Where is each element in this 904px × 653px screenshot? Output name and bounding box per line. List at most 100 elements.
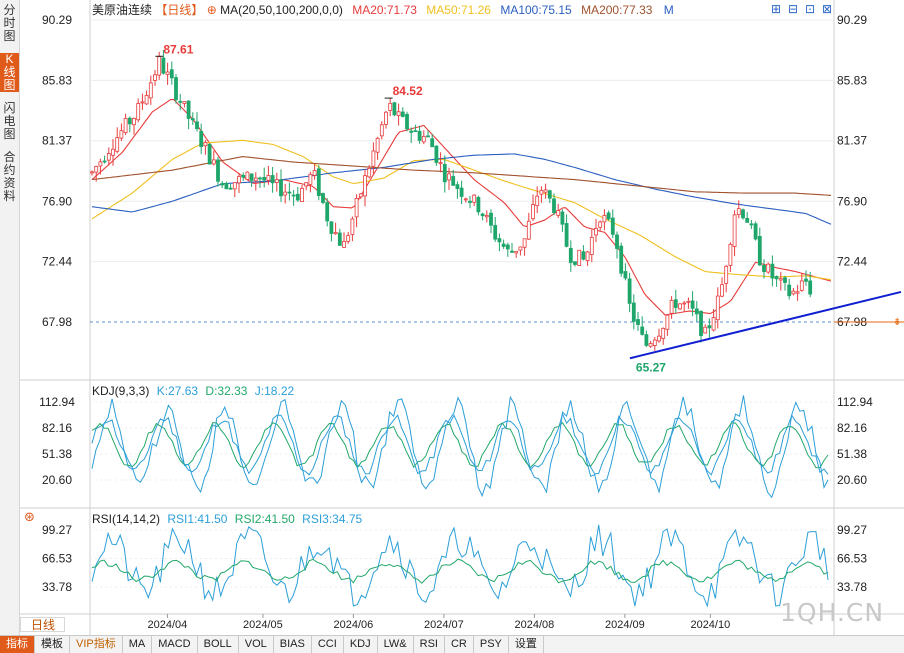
candle-body xyxy=(552,198,556,214)
toolbar-item-13[interactable]: PSY xyxy=(474,636,509,653)
period-label: 【日线】 xyxy=(155,3,203,17)
candle-body xyxy=(619,245,624,274)
rsi1-value: RSI1:41.50 xyxy=(167,512,227,526)
zoom-out-icon[interactable]: ⊟ xyxy=(788,2,799,16)
x-tick-label: 2024/04 xyxy=(148,619,188,631)
fit-icon[interactable]: ⊡ xyxy=(805,2,816,16)
candle-body xyxy=(497,238,502,243)
candle-body xyxy=(631,302,636,322)
candle-body xyxy=(652,339,657,346)
candle-body xyxy=(543,189,548,193)
candle-body xyxy=(636,319,640,325)
candle-body xyxy=(606,212,611,220)
kdj-y-tick-right: 82.16 xyxy=(837,421,867,435)
close-icon[interactable]: ⊠ xyxy=(822,2,833,16)
candle-body xyxy=(190,118,195,121)
candle-body xyxy=(589,236,594,255)
ma100-value: MA100:75.15 xyxy=(500,3,572,17)
candle-body xyxy=(312,170,317,176)
toolbar-item-0[interactable]: 指标 xyxy=(0,636,35,653)
candle-body xyxy=(501,243,506,247)
rsi-y-tick-left: 99.27 xyxy=(42,523,72,537)
kdj-j-value: J:18.22 xyxy=(255,384,295,398)
candle-body xyxy=(732,214,737,247)
candle-body xyxy=(610,217,615,235)
high-label: 84.52 xyxy=(393,84,423,98)
svg-text:KDJ(9,3,3) K:27.63 D:3: KDJ(9,3,3) K:27.63 D:32.33 J:18.22 xyxy=(92,384,294,398)
candle-body xyxy=(573,261,577,265)
candle-body xyxy=(564,223,569,247)
toolbar-item-7[interactable]: BIAS xyxy=(274,636,312,653)
candle-body xyxy=(375,137,380,153)
candle-body xyxy=(762,265,766,273)
candle-body xyxy=(447,173,451,181)
candle-body xyxy=(417,130,422,141)
candle-body xyxy=(329,221,334,234)
ma100-line xyxy=(91,153,832,225)
rsi-y-tick-right: 33.78 xyxy=(837,580,867,594)
candle-body xyxy=(358,193,363,198)
toolbar-item-10[interactable]: LW& xyxy=(378,636,414,653)
sidebar-tab-0[interactable]: 分时图 xyxy=(3,3,16,43)
candle-body xyxy=(346,235,351,242)
toolbar-item-5[interactable]: BOLL xyxy=(198,636,239,653)
toolbar-item-14[interactable]: 设置 xyxy=(509,636,544,653)
toolbar-item-4[interactable]: MACD xyxy=(152,636,198,653)
crosshair-icon[interactable]: ⊛ xyxy=(24,509,35,524)
candle-body xyxy=(434,145,439,163)
candle-body xyxy=(489,212,493,226)
support-trendline[interactable] xyxy=(629,290,902,360)
toolbar-item-6[interactable]: VOL xyxy=(239,636,274,653)
chart-area[interactable]: 87.61 84.52 65.27 90.29 90.29 85.83 85.83 81.3… xyxy=(0,0,904,635)
candle-body xyxy=(325,202,330,222)
candle-body xyxy=(102,160,107,163)
candle-body xyxy=(799,280,804,291)
candle-body xyxy=(623,271,628,279)
candle-body xyxy=(274,179,279,183)
candle-body xyxy=(783,277,787,283)
rsi2-line xyxy=(91,558,829,584)
candle-body xyxy=(556,210,561,216)
toolbar-item-1[interactable]: 模板 xyxy=(35,636,70,653)
y-tick-label-left: 85.83 xyxy=(42,73,72,87)
rsi-y-tick-left: 33.78 xyxy=(42,580,72,594)
candle-body xyxy=(795,291,800,294)
low-label: 65.27 xyxy=(636,361,666,375)
candle-body xyxy=(480,213,485,217)
candle-body xyxy=(98,161,103,167)
candle-body xyxy=(451,176,456,186)
y-tick-label-right: 76.90 xyxy=(837,194,867,208)
zoom-in-icon[interactable]: ⊞ xyxy=(771,2,782,16)
candle-body xyxy=(560,211,565,225)
toolbar-item-8[interactable]: CCI xyxy=(312,636,344,653)
candle-body xyxy=(186,100,191,119)
rsi-y-tick-right: 99.27 xyxy=(837,523,867,537)
candle-body xyxy=(640,326,645,335)
candle-body xyxy=(535,195,540,207)
x-axis-labels: 2024/04 2024/05 2024/06 2024/07 2024/08 2024/… xyxy=(148,614,730,631)
toolbar-item-9[interactable]: KDJ xyxy=(344,636,378,653)
toolbar-item-12[interactable]: CR xyxy=(445,636,474,653)
candle-body xyxy=(195,121,199,130)
candle-body xyxy=(316,168,321,197)
sidebar-tab-2[interactable]: 闪电图 xyxy=(3,101,16,141)
candle-body xyxy=(526,220,531,240)
period-tag[interactable]: 日线 xyxy=(20,617,65,632)
toolbar-item-2[interactable]: VIP指标 xyxy=(70,636,123,653)
candle-body xyxy=(123,118,128,133)
sidebar-tab-3[interactable]: 合约资料 xyxy=(3,150,16,203)
candle-body xyxy=(463,198,468,201)
candle-body xyxy=(392,102,397,116)
candle-body xyxy=(627,278,632,304)
m-label: M xyxy=(664,3,674,17)
kdj-label: KDJ(9,3,3) xyxy=(92,384,149,398)
toolbar-item-3[interactable]: MA xyxy=(123,636,153,653)
candle-body xyxy=(682,302,687,305)
candle-body xyxy=(262,177,267,181)
kdj-y-tick-right: 51.38 xyxy=(837,447,867,461)
candle-body xyxy=(531,204,535,220)
toolbar-item-11[interactable]: RSI xyxy=(414,636,445,653)
candle-body xyxy=(291,194,296,197)
